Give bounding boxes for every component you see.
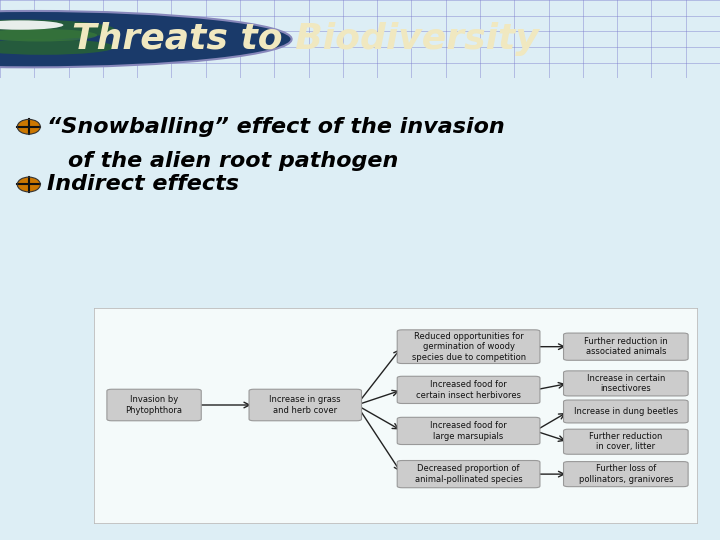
- Text: Further loss of
pollinators, granivores: Further loss of pollinators, granivores: [579, 464, 673, 484]
- Text: Increase in dung beetles: Increase in dung beetles: [574, 407, 678, 416]
- Text: Further reduction in
associated animals: Further reduction in associated animals: [584, 337, 667, 356]
- Circle shape: [0, 19, 115, 40]
- Text: Reduced opportunities for
germination of woody
species due to competition: Reduced opportunities for germination of…: [412, 332, 526, 362]
- Text: Increase in certain
insectivores: Increase in certain insectivores: [587, 374, 665, 393]
- Circle shape: [0, 39, 115, 55]
- FancyBboxPatch shape: [397, 376, 540, 403]
- Text: Further reduction
in cover, litter: Further reduction in cover, litter: [589, 432, 662, 451]
- Circle shape: [0, 11, 292, 68]
- Text: “Snowballing” effect of the invasion: “Snowballing” effect of the invasion: [47, 117, 505, 137]
- FancyBboxPatch shape: [564, 400, 688, 423]
- Text: Increased food for
large marsupials: Increased food for large marsupials: [431, 421, 507, 441]
- FancyBboxPatch shape: [564, 429, 688, 454]
- Text: Invasion by
Phytophthora: Invasion by Phytophthora: [125, 395, 183, 415]
- FancyBboxPatch shape: [397, 417, 540, 444]
- Text: of the alien root pathogen: of the alien root pathogen: [68, 151, 399, 171]
- Circle shape: [0, 21, 63, 30]
- FancyBboxPatch shape: [564, 333, 688, 360]
- Text: Decreased proportion of
animal-pollinated species: Decreased proportion of animal-pollinate…: [415, 464, 523, 484]
- FancyBboxPatch shape: [249, 389, 361, 421]
- Circle shape: [0, 29, 97, 42]
- FancyBboxPatch shape: [107, 389, 202, 421]
- FancyBboxPatch shape: [397, 330, 540, 363]
- Text: Threats to Biodiversity: Threats to Biodiversity: [72, 22, 539, 56]
- Text: Indirect effects: Indirect effects: [47, 174, 239, 194]
- FancyBboxPatch shape: [564, 371, 688, 396]
- Circle shape: [17, 177, 40, 192]
- FancyBboxPatch shape: [564, 462, 688, 487]
- Text: Increase in grass
and herb cover: Increase in grass and herb cover: [269, 395, 341, 415]
- FancyBboxPatch shape: [94, 308, 698, 524]
- Text: Increased food for
certain insect herbivores: Increased food for certain insect herbiv…: [416, 380, 521, 400]
- Circle shape: [17, 119, 40, 134]
- FancyBboxPatch shape: [397, 461, 540, 488]
